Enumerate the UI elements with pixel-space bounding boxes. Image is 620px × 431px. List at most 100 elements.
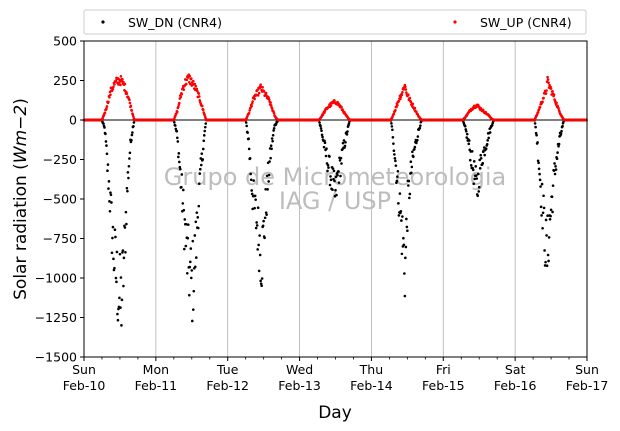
sw-dn-point — [188, 265, 192, 269]
sw-dn-point — [543, 249, 546, 252]
sw-dn-point — [323, 141, 327, 144]
sw-dn-point — [546, 253, 550, 257]
sw-dn-point — [470, 150, 474, 153]
sw-dn-point — [249, 178, 253, 182]
sw-dn-point — [485, 142, 489, 146]
x-tick-label-day: Mon — [143, 362, 169, 377]
sw-dn-point — [477, 185, 481, 189]
sw-up-point — [541, 100, 544, 104]
sw-dn-point — [104, 132, 107, 136]
sw-up-point — [329, 104, 333, 107]
sw-up-point — [479, 106, 483, 110]
sw-dn-point — [128, 151, 132, 155]
sw-up-point — [552, 93, 556, 96]
sw-dn-point — [271, 139, 274, 143]
x-tick-label-day: Thu — [359, 362, 383, 377]
sw-dn-point — [113, 228, 117, 232]
sw-up-point — [557, 106, 560, 110]
legend-marker-sw-dn — [101, 20, 105, 24]
sw-dn-point — [132, 121, 136, 124]
sw-up-point — [549, 87, 553, 90]
sw-dn-point — [124, 210, 128, 214]
sw-dn-point — [250, 192, 254, 196]
sw-dn-point — [186, 236, 190, 240]
sw-dn-point — [178, 165, 182, 169]
sw-dn-point — [394, 164, 398, 167]
sw-dn-point — [553, 172, 557, 176]
sw-dn-point — [177, 155, 180, 159]
sw-dn-point — [551, 210, 554, 214]
sw-dn-point — [479, 153, 483, 157]
sw-up-point — [547, 81, 550, 84]
legend: SW_DN (CNR4) SW_UP (CNR4) — [83, 9, 587, 35]
sw-dn-point — [339, 156, 343, 160]
sw-dn-point — [390, 125, 394, 128]
sw-up-point — [401, 90, 404, 94]
sw-dn-point — [488, 131, 492, 134]
sw-up-point — [267, 98, 271, 101]
sw-dn-point — [191, 308, 195, 311]
sw-up-point — [200, 104, 204, 108]
sw-up-point — [129, 104, 133, 108]
sw-dn-point — [331, 167, 335, 170]
sw-dn-point — [537, 167, 541, 171]
sw-dn-point — [253, 194, 257, 198]
sw-dn-point — [411, 150, 414, 154]
sw-dn-point — [406, 229, 409, 232]
sw-up-point — [185, 82, 188, 86]
sw-up-point — [400, 93, 404, 97]
sw-up-point — [546, 75, 549, 79]
sw-dn-point — [272, 127, 276, 130]
sw-dn-point — [541, 226, 544, 230]
data-points-layer — [82, 73, 588, 327]
sw-dn-point — [258, 253, 262, 257]
sw-up-point — [176, 110, 179, 114]
sw-dn-point — [337, 170, 340, 173]
sw-dn-point — [257, 243, 260, 247]
sw-dn-point — [399, 210, 403, 213]
sw-dn-point — [539, 205, 543, 209]
sw-dn-point — [196, 226, 200, 230]
sw-up-point — [537, 108, 541, 111]
sw-dn-point — [537, 161, 540, 165]
sw-dn-point — [115, 250, 119, 254]
sw-dn-point — [473, 177, 477, 181]
sw-dn-point — [391, 136, 395, 139]
sw-dn-point — [192, 289, 196, 293]
sw-dn-point — [184, 244, 188, 248]
sw-dn-point — [474, 174, 478, 177]
sw-up-point — [111, 87, 115, 91]
sw-dn-point — [478, 167, 482, 170]
sw-up-point — [119, 83, 122, 87]
sw-dn-point — [540, 214, 543, 217]
sw-dn-point — [130, 138, 133, 142]
sw-dn-point — [123, 226, 127, 229]
sw-dn-point — [202, 134, 206, 137]
sw-up-point — [188, 74, 192, 78]
sw-dn-point — [479, 157, 483, 160]
sw-dn-point — [390, 122, 393, 125]
sw-dn-point — [556, 151, 559, 154]
sw-dn-point — [474, 165, 478, 168]
sw-dn-point — [467, 139, 471, 142]
sw-up-point — [256, 88, 259, 92]
sw-dn-point — [195, 211, 199, 214]
sw-up-point — [546, 78, 550, 81]
sw-dn-point — [111, 236, 114, 240]
sw-up-point — [201, 108, 205, 112]
sw-dn-point — [200, 152, 204, 155]
sw-dn-point — [116, 312, 119, 316]
sw-dn-point — [272, 129, 275, 132]
sw-dn-point — [471, 168, 475, 172]
legend-label-sw-up: SW_UP (CNR4) — [480, 15, 572, 30]
sw-dn-point — [108, 200, 111, 203]
sw-dn-point — [120, 298, 124, 302]
sw-dn-point — [407, 184, 410, 187]
sw-up-point — [392, 112, 396, 116]
sw-dn-point — [186, 223, 190, 226]
sw-dn-point — [561, 124, 564, 128]
sw-up-point — [197, 92, 201, 95]
sw-dn-point — [403, 272, 406, 275]
sw-dn-point — [246, 131, 249, 134]
